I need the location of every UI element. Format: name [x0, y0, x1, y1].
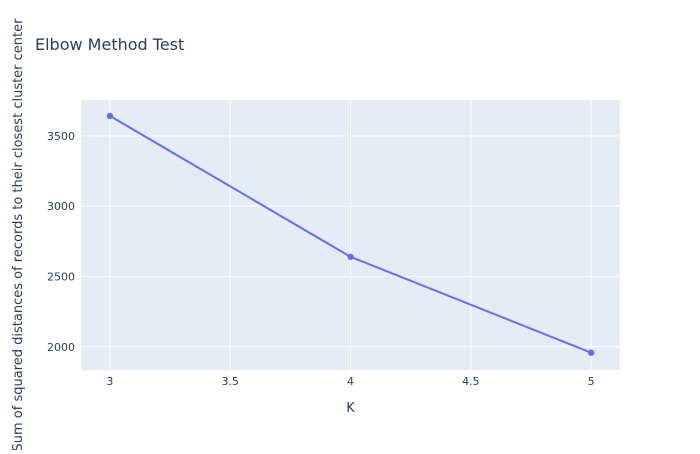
chart-title: Elbow Method Test	[35, 35, 184, 54]
x-tick-labels: 3 3.5 4 4.5 5	[106, 375, 594, 388]
y-tick-labels: 2000 2500 3000 3500	[47, 130, 75, 354]
y-tick-label: 2000	[47, 341, 75, 354]
data-point	[347, 253, 354, 260]
y-tick-label: 3500	[47, 130, 75, 143]
y-tick-label: 2500	[47, 270, 75, 283]
x-tick-label: 3	[106, 375, 113, 388]
y-axis-label: Sum of squared distances of records to t…	[11, 18, 26, 450]
x-axis-label: K	[346, 401, 355, 416]
grid-lines	[81, 100, 620, 370]
y-tick-label: 3000	[47, 200, 75, 213]
x-tick-label: 4	[347, 375, 354, 388]
data-point	[587, 349, 595, 356]
data-point	[106, 112, 114, 120]
x-tick-label: 5	[588, 375, 595, 388]
x-tick-label: 4.5	[462, 375, 480, 388]
x-tick-label: 3.5	[221, 375, 239, 388]
series-layer	[106, 112, 595, 356]
